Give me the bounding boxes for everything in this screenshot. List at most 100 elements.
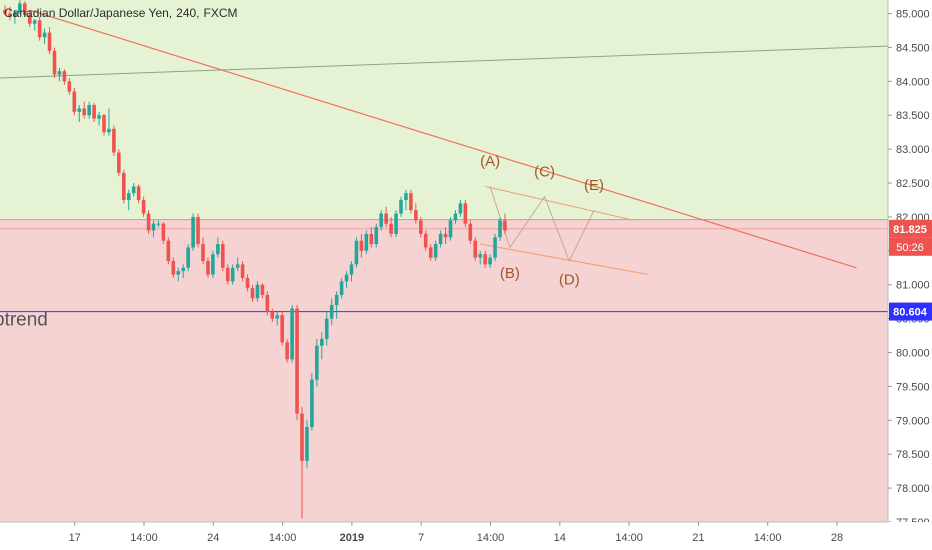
current-price-text: 81.825 bbox=[893, 224, 927, 236]
candle-body bbox=[404, 193, 408, 200]
candle-body bbox=[280, 315, 284, 343]
candle-body bbox=[3, 10, 7, 14]
candle-body bbox=[191, 216, 195, 248]
price-tick-label: 78.500 bbox=[896, 449, 930, 461]
candle-body bbox=[419, 220, 423, 234]
time-tick-label: 21 bbox=[692, 532, 704, 544]
candle-body bbox=[72, 91, 77, 112]
candle-body bbox=[349, 264, 354, 275]
candle-body bbox=[478, 254, 482, 258]
time-tick-label: 7 bbox=[418, 532, 424, 544]
price-tick-label: 84.000 bbox=[896, 76, 930, 88]
candle-body bbox=[225, 267, 230, 282]
current-price-tag bbox=[889, 219, 932, 238]
candle-body bbox=[443, 233, 448, 238]
candle-body bbox=[62, 71, 67, 82]
candle-body bbox=[409, 193, 413, 211]
candle-body bbox=[166, 240, 171, 261]
price-tick-label: 82.500 bbox=[896, 178, 930, 190]
candle-body bbox=[364, 233, 369, 251]
candle-body bbox=[379, 213, 383, 228]
candle-body bbox=[483, 254, 487, 265]
candle-body bbox=[260, 284, 265, 295]
candle-body bbox=[384, 213, 388, 224]
price-axis-bg bbox=[888, 0, 932, 550]
candle-body bbox=[473, 240, 478, 258]
candle-body bbox=[146, 213, 151, 231]
candle-body bbox=[458, 203, 463, 214]
candle-body bbox=[389, 223, 393, 234]
candle-body bbox=[117, 152, 121, 173]
upper-zone-fill bbox=[0, 0, 888, 220]
wave-label-4: (E) bbox=[584, 177, 604, 194]
candle-body bbox=[265, 294, 270, 312]
candle-body bbox=[339, 281, 344, 295]
price-tick-label: 78.000 bbox=[896, 483, 930, 495]
candle-body bbox=[488, 257, 492, 265]
candle-body bbox=[27, 14, 32, 24]
candle-body bbox=[399, 199, 403, 214]
triangle-upper-line bbox=[485, 185, 634, 221]
candle-body bbox=[156, 223, 161, 225]
candle-body bbox=[67, 81, 72, 92]
candle-body bbox=[171, 261, 176, 275]
candle-body bbox=[136, 186, 141, 200]
candle-body bbox=[344, 274, 349, 282]
candle-body bbox=[186, 247, 190, 268]
price-tick-label: 81.000 bbox=[896, 280, 930, 292]
lower-zone-fill bbox=[0, 219, 888, 522]
candle-body bbox=[290, 308, 294, 360]
candle-body bbox=[414, 210, 418, 221]
horizontal-level-text: 80.604 bbox=[893, 307, 928, 319]
candle-body bbox=[131, 186, 136, 194]
candle-body bbox=[221, 244, 225, 268]
candle-body bbox=[354, 240, 359, 265]
price-tick-label: 79.500 bbox=[896, 381, 930, 393]
price-tick-label: 83.500 bbox=[896, 110, 930, 122]
candle-body bbox=[107, 128, 111, 133]
time-tick-label: 14:00 bbox=[269, 532, 297, 544]
candle-body bbox=[141, 199, 146, 214]
candle-body bbox=[206, 261, 210, 275]
candle-body bbox=[270, 311, 275, 319]
candle-body bbox=[102, 115, 106, 133]
candle-body bbox=[97, 115, 101, 119]
candle-body bbox=[493, 237, 497, 258]
countdown-text: 50:26 bbox=[896, 242, 924, 254]
candle-body bbox=[310, 379, 314, 428]
candle-body bbox=[438, 233, 443, 245]
candle-body bbox=[503, 220, 507, 231]
candle-body bbox=[468, 223, 473, 241]
candle-body bbox=[423, 233, 428, 248]
candle-body bbox=[245, 277, 250, 289]
candle-body bbox=[334, 294, 339, 306]
candle-body bbox=[453, 213, 458, 221]
wave-label-0: (A) bbox=[480, 153, 500, 170]
time-tick-label: 2019 bbox=[340, 532, 364, 544]
time-tick-label: 14:00 bbox=[130, 532, 158, 544]
time-tick-label: 14:00 bbox=[754, 532, 782, 544]
symbol-title: Canadian Dollar/Japanese Yen, bbox=[4, 6, 173, 20]
price-tick-label: 85.000 bbox=[896, 9, 930, 21]
price-tick-label: 83.000 bbox=[896, 144, 930, 156]
horizontal-level-tag bbox=[889, 302, 932, 321]
candle-body bbox=[196, 216, 200, 245]
time-tick-label: 17 bbox=[69, 532, 81, 544]
candle-body bbox=[42, 32, 47, 38]
candle-body bbox=[230, 267, 235, 282]
candle-body bbox=[37, 20, 42, 38]
wave-label-2: (C) bbox=[534, 163, 555, 180]
time-tick-label: 14:00 bbox=[615, 532, 643, 544]
time-tick-label: 24 bbox=[207, 532, 219, 544]
candle-body bbox=[126, 193, 131, 200]
candle-body bbox=[394, 213, 398, 234]
candle-body bbox=[176, 271, 181, 275]
candle-body bbox=[82, 108, 86, 116]
time-tick-label: 14 bbox=[554, 532, 566, 544]
candle-body bbox=[161, 223, 166, 241]
candle-body bbox=[329, 305, 334, 319]
triangle-lower-line bbox=[480, 243, 649, 276]
candle-body bbox=[448, 220, 453, 238]
